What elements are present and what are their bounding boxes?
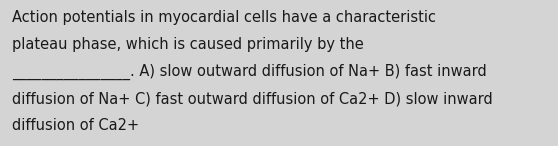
Text: diffusion of Ca2+: diffusion of Ca2+	[12, 118, 140, 133]
Text: ________________. A) slow outward diffusion of Na+ B) fast inward: ________________. A) slow outward diffus…	[12, 64, 487, 80]
Text: Action potentials in myocardial cells have a characteristic: Action potentials in myocardial cells ha…	[12, 10, 436, 25]
Text: diffusion of Na+ C) fast outward diffusion of Ca2+ D) slow inward: diffusion of Na+ C) fast outward diffusi…	[12, 91, 493, 106]
Text: plateau phase, which is caused primarily by the: plateau phase, which is caused primarily…	[12, 37, 364, 52]
